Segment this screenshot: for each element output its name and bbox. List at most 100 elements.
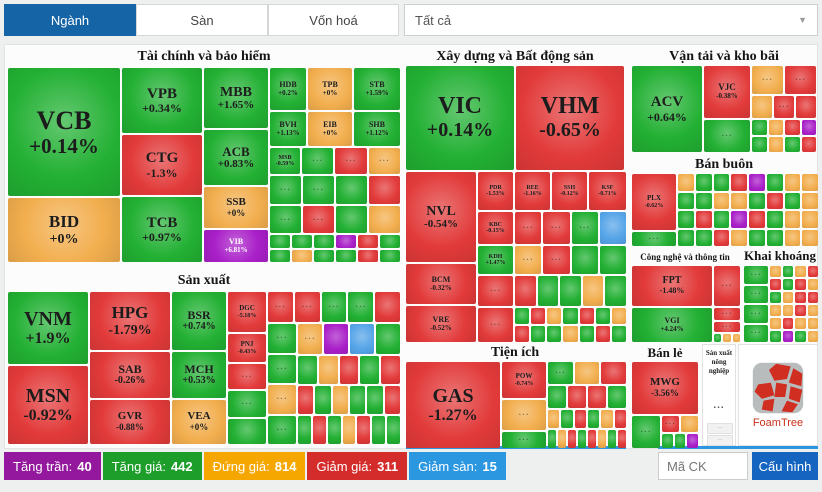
mini-tile[interactable]	[784, 229, 801, 246]
mini-tile[interactable]: ···	[744, 305, 768, 323]
mini-tile[interactable]	[695, 174, 712, 191]
mini-tile[interactable]: ···	[302, 148, 334, 174]
tile-GVR[interactable]: GVR -0.88%	[90, 400, 170, 444]
mini-tile[interactable]	[560, 276, 581, 306]
mini-tile[interactable]	[595, 308, 610, 324]
mini-tile[interactable]: ···	[515, 246, 542, 274]
mini-tile[interactable]	[515, 326, 530, 342]
section-agriculture[interactable]: Sản xuất nông nghiệp ... … …	[702, 344, 736, 446]
mini-tile[interactable]	[802, 192, 818, 209]
mini-tile[interactable]	[372, 416, 386, 444]
tile-NVL[interactable]: NVL -0.54%	[406, 172, 476, 262]
mini-tile[interactable]	[807, 279, 818, 290]
tile-TPB[interactable]: TPB +0%	[308, 68, 352, 110]
mini-tile[interactable]	[380, 235, 400, 248]
tile-KDH[interactable]: KDH +1.47%	[478, 246, 513, 274]
mini-tile[interactable]	[381, 356, 400, 384]
mini-tile[interactable]	[611, 326, 626, 342]
mini-tile[interactable]: ···	[744, 266, 768, 284]
tile-FPT[interactable]: FPT -1.48%	[632, 266, 712, 306]
mini-tile[interactable]	[568, 386, 586, 408]
mini-tile[interactable]	[578, 430, 586, 448]
mini-tile[interactable]	[752, 120, 767, 135]
mini-tile[interactable]: ···	[714, 266, 740, 306]
tile-VPB[interactable]: VPB +0.34%	[122, 68, 202, 133]
mini-tile[interactable]	[681, 416, 698, 432]
mini-tile[interactable]: …	[707, 435, 733, 446]
mini-tile[interactable]: ···	[303, 206, 334, 233]
mini-tile[interactable]: ···	[228, 364, 266, 390]
mini-tile[interactable]	[807, 318, 818, 329]
mini-tile[interactable]	[384, 386, 400, 414]
mini-tile[interactable]	[298, 356, 317, 384]
mini-tile[interactable]	[318, 356, 338, 384]
mini-tile[interactable]	[662, 434, 673, 448]
mini-tile[interactable]	[796, 96, 816, 118]
mini-tile[interactable]	[784, 192, 801, 209]
mini-tile[interactable]	[588, 386, 606, 408]
mini-tile[interactable]	[695, 211, 712, 228]
mini-tile[interactable]: ···	[268, 324, 296, 353]
tile-DGC[interactable]: DGC -5.18%	[228, 292, 266, 332]
mini-tile[interactable]	[807, 266, 818, 277]
mini-tile[interactable]	[336, 176, 367, 204]
mini-tile[interactable]: ···	[543, 212, 570, 244]
mini-tile[interactable]	[369, 206, 400, 233]
tile-MCH[interactable]: MCH +0.53%	[172, 352, 226, 398]
mini-tile[interactable]	[548, 430, 556, 448]
mini-tile[interactable]: ···	[662, 416, 679, 432]
tile-CTG[interactable]: CTG -1.3%	[122, 135, 202, 195]
mini-tile[interactable]: ···	[268, 415, 296, 444]
mini-tile[interactable]	[350, 324, 374, 354]
mini-tile[interactable]	[752, 96, 772, 118]
mini-tile[interactable]	[731, 192, 747, 209]
tile-PNJ[interactable]: PNJ -0.43%	[228, 334, 266, 362]
mini-tile[interactable]	[574, 410, 586, 428]
mini-tile[interactable]	[713, 229, 730, 246]
mini-tile[interactable]: ···	[632, 416, 660, 448]
mini-tile[interactable]: ···	[752, 66, 783, 94]
mini-tile[interactable]	[298, 386, 314, 414]
mini-tile[interactable]	[531, 308, 546, 324]
mini-tile[interactable]	[336, 249, 356, 262]
mini-tile[interactable]	[568, 430, 576, 448]
mini-tile[interactable]	[548, 386, 566, 408]
mini-tile[interactable]	[749, 192, 765, 209]
mini-tile[interactable]	[350, 386, 366, 414]
mini-tile[interactable]: ···	[270, 206, 301, 233]
mini-tile[interactable]	[770, 266, 781, 277]
mini-tile[interactable]: ···	[335, 148, 367, 174]
foamtree-attribution[interactable]: FoamTree	[738, 344, 818, 446]
mini-tile[interactable]	[598, 430, 606, 448]
mini-tile[interactable]	[678, 192, 694, 209]
tile-SHB[interactable]: SHB +1.12%	[354, 112, 400, 146]
mini-tile[interactable]	[292, 249, 312, 262]
mini-tile[interactable]: ···	[543, 246, 570, 274]
mini-tile[interactable]: ···	[368, 148, 400, 174]
tile-VRE[interactable]: VRE -0.52%	[406, 306, 476, 342]
mini-tile[interactable]	[695, 229, 712, 246]
mini-tile[interactable]	[599, 246, 626, 274]
mini-tile[interactable]	[749, 211, 765, 228]
mini-tile[interactable]	[601, 362, 626, 384]
mini-tile[interactable]	[678, 174, 694, 191]
mini-tile[interactable]	[782, 292, 793, 303]
mini-tile[interactable]	[571, 246, 598, 274]
mini-tile[interactable]	[782, 266, 793, 277]
mini-tile[interactable]: ···	[744, 285, 768, 303]
mini-tile[interactable]	[713, 174, 730, 191]
mini-tile[interactable]	[795, 266, 806, 277]
mini-tile[interactable]	[695, 192, 712, 209]
mini-tile[interactable]	[768, 120, 783, 135]
mini-tile[interactable]	[367, 386, 383, 414]
tile-PLX[interactable]: PLX -0.62%	[632, 174, 676, 230]
config-button[interactable]: Cấu hình	[752, 452, 818, 480]
tile-SAB[interactable]: SAB -0.26%	[90, 352, 170, 398]
mini-tile[interactable]	[327, 416, 341, 444]
mini-tile[interactable]	[314, 249, 334, 262]
section-header-retail[interactable]: Bán lẻ	[647, 345, 683, 360]
mini-tile[interactable]: ···	[268, 292, 293, 322]
mini-tile[interactable]	[732, 334, 740, 342]
mini-tile[interactable]	[785, 120, 800, 135]
mini-tile[interactable]	[270, 235, 290, 248]
